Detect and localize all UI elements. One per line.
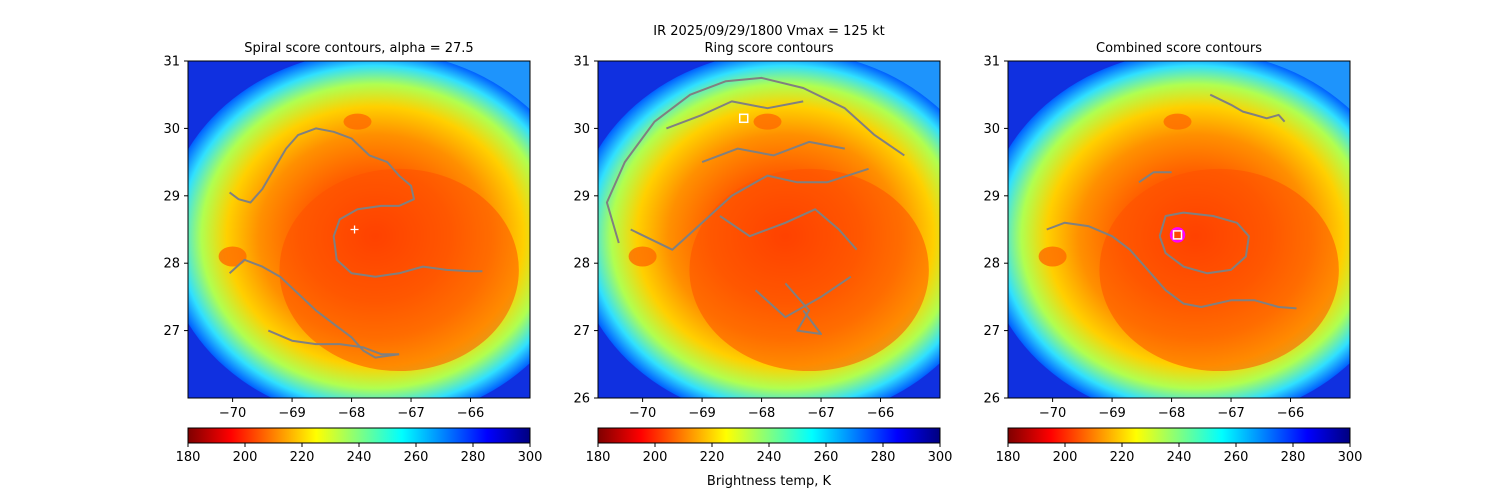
y-tick-label: 30 [163, 122, 180, 137]
x-tick-label: −70 [219, 406, 246, 421]
contour-line [1158, 211, 1250, 275]
y-tick-label: 26 [983, 392, 1000, 407]
y-tick-label: 31 [983, 55, 1000, 70]
colorbar: 180 200 220 240 260 280 300 [176, 427, 543, 465]
colorbar-tick-label: 240 [347, 450, 372, 465]
y-tick-label: 29 [983, 189, 1000, 204]
colorbar-tick-label: 220 [700, 450, 725, 465]
panel-3: Combined score contours −70 −69 −68 −67 −66 26… [983, 41, 1363, 465]
x-tick-label: −67 [397, 406, 424, 421]
y-tick-label: 28 [983, 257, 1000, 272]
contour-line [784, 282, 822, 335]
colorbar-tick-label: 180 [586, 450, 611, 465]
center-marker [350, 225, 359, 234]
y-tick-label: 26 [573, 392, 590, 407]
colorbar-tick-label: 200 [643, 450, 668, 465]
colorbar-tick-label: 260 [1224, 450, 1249, 465]
x-tick-label: −66 [867, 406, 894, 421]
x-tick-label: −67 [807, 406, 834, 421]
colorbar-tick-label: 260 [814, 450, 839, 465]
contour-line [605, 76, 905, 244]
panels: Spiral score contours, alpha = 27.5 −70 −6… [163, 41, 1363, 465]
colorbar-tick-label: 180 [176, 450, 201, 465]
x-tick-label: −69 [278, 406, 305, 421]
ir-image [1008, 61, 1350, 398]
panel-1: Spiral score contours, alpha = 27.5 −70 −6… [163, 41, 543, 465]
center-marker [1169, 227, 1186, 243]
x-tick-label: −68 [1158, 406, 1185, 421]
y-tick-label: 27 [573, 324, 590, 339]
axes-frame [597, 60, 941, 399]
colorbar-tick-label: 240 [1167, 450, 1192, 465]
contour-line [701, 140, 845, 164]
ir-image [188, 61, 530, 398]
panel-title: Combined score contours [1096, 41, 1262, 56]
panel-2: Ring score contours −70 −69 −68 −67 −66 26 27 28… [573, 41, 953, 465]
panel-title: Spiral score contours, alpha = 27.5 [244, 41, 473, 56]
contour-line [267, 329, 400, 356]
contour-line [754, 275, 852, 319]
colorbar: 180 200 220 240 260 280 300 [996, 427, 1363, 465]
contour-line [630, 167, 869, 251]
y-tick-label: 29 [573, 189, 590, 204]
contour-line [1209, 93, 1286, 123]
center-marker [1172, 230, 1183, 240]
y-tick-label: 27 [983, 324, 1000, 339]
x-tick-label: −66 [457, 406, 484, 421]
colorbar-tick-label: 260 [404, 450, 429, 465]
x-tick-label: −69 [1098, 406, 1125, 421]
x-tick-label: −70 [1039, 406, 1066, 421]
y-tick-label: 30 [573, 122, 590, 137]
contour-line [1138, 171, 1172, 184]
y-tick-label: 27 [163, 324, 180, 339]
x-tick-label: −68 [748, 406, 775, 421]
contour-line [719, 208, 858, 251]
colorbar-tick-label: 300 [1338, 450, 1363, 465]
y-tick-label: 28 [163, 257, 180, 272]
colorbar-tick-label: 220 [290, 450, 315, 465]
contour-line [666, 100, 804, 130]
axes-frame [187, 60, 531, 399]
panel-title: Ring score contours [704, 41, 833, 56]
x-tick-label: −69 [688, 406, 715, 421]
contour-line [228, 127, 483, 278]
y-tick-label: 28 [573, 257, 590, 272]
colorbar-tick-label: 300 [518, 450, 543, 465]
figure-title: IR 2025/09/29/1800 Vmax = 125 kt [653, 24, 884, 39]
colorbar: 180 200 220 240 260 280 300 [586, 427, 953, 465]
colorbar-tick-label: 280 [1281, 450, 1306, 465]
x-tick-label: −70 [629, 406, 656, 421]
colorbar-label: Brightness temp, K [707, 474, 832, 489]
y-tick-label: 31 [573, 55, 590, 70]
colorbar-tick-label: 200 [1053, 450, 1078, 465]
ir-image [598, 61, 940, 398]
contour-line [1046, 221, 1297, 310]
axes-frame [1007, 60, 1351, 399]
colorbar-tick-label: 180 [996, 450, 1021, 465]
y-tick-label: 29 [163, 189, 180, 204]
colorbar-tick-label: 280 [461, 450, 486, 465]
contour-line [228, 258, 400, 359]
y-tick-label: 30 [983, 122, 1000, 137]
colorbar-tick-label: 300 [928, 450, 953, 465]
x-tick-label: −66 [1277, 406, 1304, 421]
x-tick-label: −68 [338, 406, 365, 421]
center-marker [738, 113, 749, 124]
colorbar-tick-label: 220 [1110, 450, 1135, 465]
colorbar-tick-label: 240 [757, 450, 782, 465]
y-tick-label: 31 [163, 55, 180, 70]
x-tick-label: −67 [1217, 406, 1244, 421]
colorbar-tick-label: 200 [233, 450, 258, 465]
colorbar-tick-label: 280 [871, 450, 896, 465]
